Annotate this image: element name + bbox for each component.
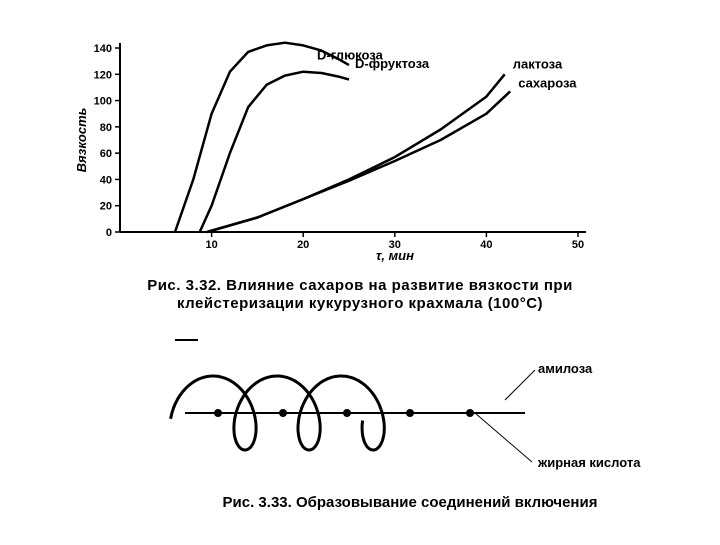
caption: Рис. 3.33. Образовывание соединений вклю… bbox=[223, 494, 598, 511]
dot bbox=[406, 409, 414, 417]
diagram-label: амилоза bbox=[538, 361, 593, 376]
caption-line: Рис. 3.32. Влияние сахаров на развитие в… bbox=[147, 277, 573, 294]
series-label: D-фруктоза bbox=[355, 56, 430, 71]
x-tick-label: 30 bbox=[389, 239, 401, 251]
dot bbox=[214, 409, 222, 417]
line bbox=[173, 41, 350, 233]
y-tick-label: 140 bbox=[94, 43, 112, 55]
pointer bbox=[474, 412, 533, 463]
y-tick-label: 0 bbox=[106, 227, 112, 239]
series-label: D-глюкоза bbox=[317, 48, 384, 63]
dot bbox=[279, 409, 287, 417]
series-label: сахароза bbox=[518, 75, 577, 90]
line bbox=[206, 90, 512, 234]
helix bbox=[169, 374, 386, 452]
line bbox=[206, 73, 506, 234]
series-label: лактоза bbox=[513, 56, 563, 71]
line bbox=[198, 70, 350, 233]
y-axis-label: Вязкость bbox=[74, 108, 89, 173]
diagram-label: жирная кислота bbox=[537, 455, 641, 470]
x-tick-label: 10 bbox=[205, 239, 217, 251]
dot bbox=[343, 409, 351, 417]
y-tick-label: 120 bbox=[94, 69, 112, 81]
x-tick-label: 40 bbox=[480, 239, 492, 251]
x-axis-label: τ, мин bbox=[376, 248, 414, 263]
y-tick-label: 80 bbox=[100, 122, 112, 134]
dot bbox=[466, 409, 474, 417]
x-tick-label: 50 bbox=[572, 239, 584, 251]
y-tick-label: 60 bbox=[100, 148, 112, 160]
y-tick-label: 100 bbox=[94, 96, 112, 108]
y-tick-label: 20 bbox=[100, 201, 112, 213]
caption-line: клейстеризации кукурузного крахмала (100… bbox=[177, 295, 543, 312]
y-tick-label: 40 bbox=[100, 174, 112, 186]
x-tick-label: 20 bbox=[297, 239, 309, 251]
pointer bbox=[504, 369, 536, 401]
